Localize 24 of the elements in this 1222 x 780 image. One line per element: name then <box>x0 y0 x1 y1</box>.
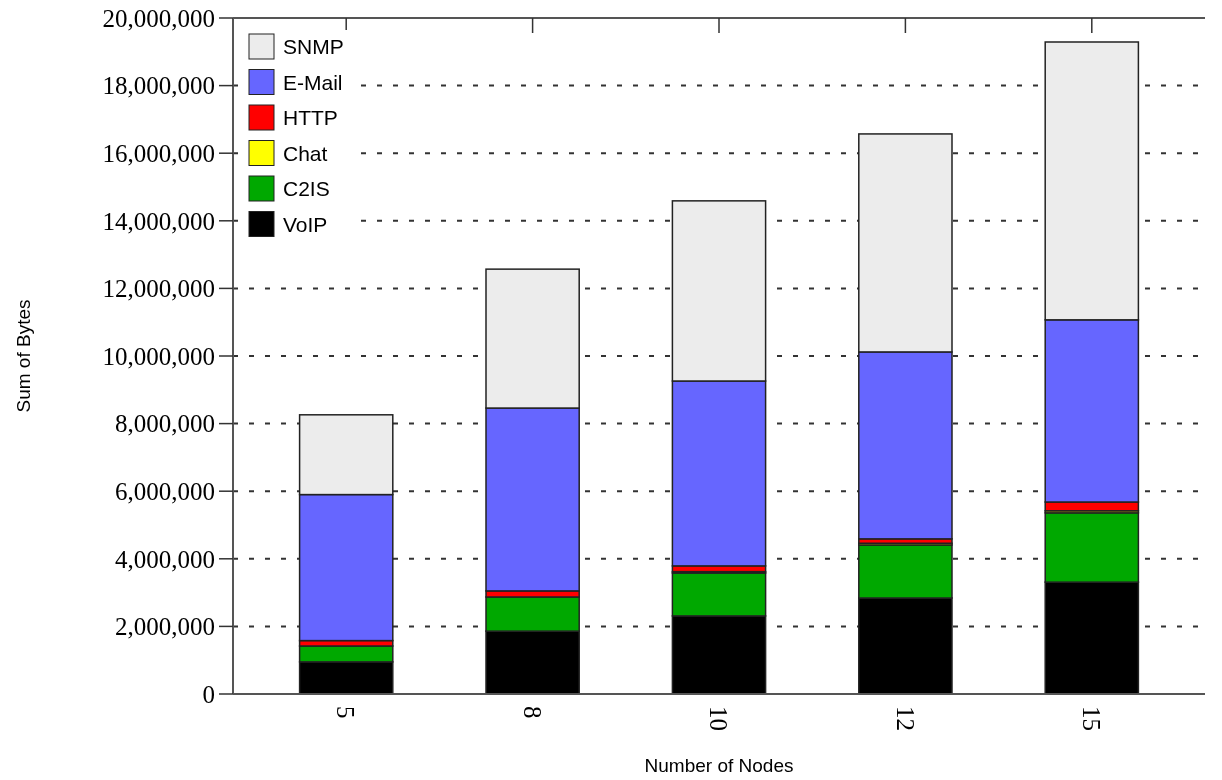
y-tick-label: 6,000,000 <box>115 477 215 505</box>
x-tick-label: 15 <box>1078 706 1106 731</box>
legend-label: E-Mail <box>283 70 343 94</box>
y-tick-label: 4,000,000 <box>115 545 215 573</box>
y-axis-title: Sum of Bytes <box>13 299 34 413</box>
legend-label: Chat <box>283 141 328 165</box>
legend-label: VoIP <box>283 212 328 236</box>
y-tick-label: 10,000,000 <box>102 342 215 370</box>
legend-label: HTTP <box>283 106 338 130</box>
y-tick-label: 12,000,000 <box>102 275 215 303</box>
y-tick-label: 8,000,000 <box>115 410 215 438</box>
x-axis-title: Number of Nodes <box>644 755 794 776</box>
x-tick-label: 10 <box>705 706 733 731</box>
y-tick-label: 2,000,000 <box>115 613 215 641</box>
legend-label: C2IS <box>283 177 330 201</box>
y-tick-label: 0 <box>202 680 215 708</box>
x-tick-label: 12 <box>891 706 919 731</box>
y-tick-label: 14,000,000 <box>102 207 215 235</box>
x-tick-label: 8 <box>518 706 546 719</box>
x-tick-label: 5 <box>332 706 360 719</box>
y-tick-label: 16,000,000 <box>102 139 215 167</box>
y-tick-label: 20,000,000 <box>102 4 215 32</box>
y-tick-label: 18,000,000 <box>102 72 215 100</box>
legend-label: SNMP <box>283 35 344 59</box>
